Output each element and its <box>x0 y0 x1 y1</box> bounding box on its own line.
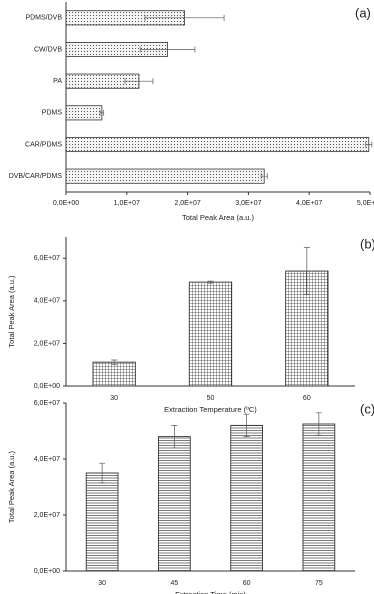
x-tick-label: 50 <box>207 395 215 402</box>
x-tick-label: 0,0E+00 <box>53 200 79 207</box>
x-tick-label: 4,0E+07 <box>296 200 322 207</box>
y-tick-label: 2,0E+07 <box>34 512 60 519</box>
y-tick-label: 0,0E+00 <box>34 568 60 575</box>
category-label: PDMS <box>42 110 63 117</box>
x-axis-label: Total Peak Area (a.u.) <box>182 213 255 222</box>
y-tick-label: 0,0E+00 <box>34 383 60 390</box>
y-tick-label: 2,0E+07 <box>34 340 60 347</box>
bar <box>230 424 263 572</box>
error-bar <box>243 413 250 437</box>
category-label: CAR/PDMS <box>25 141 62 148</box>
x-tick-label: 3,0E+07 <box>235 200 261 207</box>
bar <box>302 423 336 572</box>
x-tick-label: 75 <box>315 580 323 587</box>
bar <box>158 436 191 572</box>
y-axis-label: Total Peak Area (a.u.) <box>7 275 16 348</box>
panel-label: (c) <box>360 401 374 416</box>
error-bar <box>303 247 310 295</box>
x-tick-label: 60 <box>243 580 251 587</box>
error-bar <box>144 14 225 21</box>
x-tick-label: 30 <box>98 580 106 587</box>
error-bar <box>260 173 268 180</box>
x-tick-label: 30 <box>110 395 118 402</box>
x-axis-label: Extraction Temperature (ºC) <box>164 405 257 414</box>
category-label: CW/DVB <box>34 46 62 53</box>
error-bar <box>99 462 106 484</box>
x-tick-label: 5,0E+07 <box>357 200 374 207</box>
panel-label: (b) <box>360 236 374 251</box>
error-bar <box>365 141 373 148</box>
category-label: PDMS/DVB <box>25 15 62 22</box>
bar <box>65 168 265 184</box>
x-tick-label: 1,0E+07 <box>114 200 140 207</box>
category-label: PA <box>53 78 62 85</box>
error-bar <box>111 359 118 365</box>
bar <box>85 472 119 572</box>
x-axis-label: Extraction Time (min) <box>175 590 246 594</box>
error-bar <box>171 425 178 449</box>
y-axis-label: Total Peak Area (a.u.) <box>7 450 16 523</box>
bar <box>65 136 370 153</box>
error-bar <box>315 412 322 436</box>
panel-label: (a) <box>355 5 371 20</box>
y-tick-label: 4,0E+07 <box>34 298 60 305</box>
bar <box>92 361 136 387</box>
x-tick-label: 45 <box>170 580 178 587</box>
y-tick-label: 4,0E+07 <box>34 456 60 463</box>
y-tick-label: 6,0E+07 <box>34 400 60 407</box>
error-bar <box>99 109 105 116</box>
error-bar <box>124 78 154 85</box>
bar <box>65 105 103 121</box>
error-bar <box>207 280 214 284</box>
x-tick-label: 2,0E+07 <box>174 200 200 207</box>
category-label: DVB/CAR/PDMS <box>9 173 63 180</box>
x-tick-label: 60 <box>303 395 311 402</box>
error-bar <box>139 46 196 53</box>
bar <box>188 281 233 387</box>
y-tick-label: 6,0E+07 <box>34 255 60 262</box>
